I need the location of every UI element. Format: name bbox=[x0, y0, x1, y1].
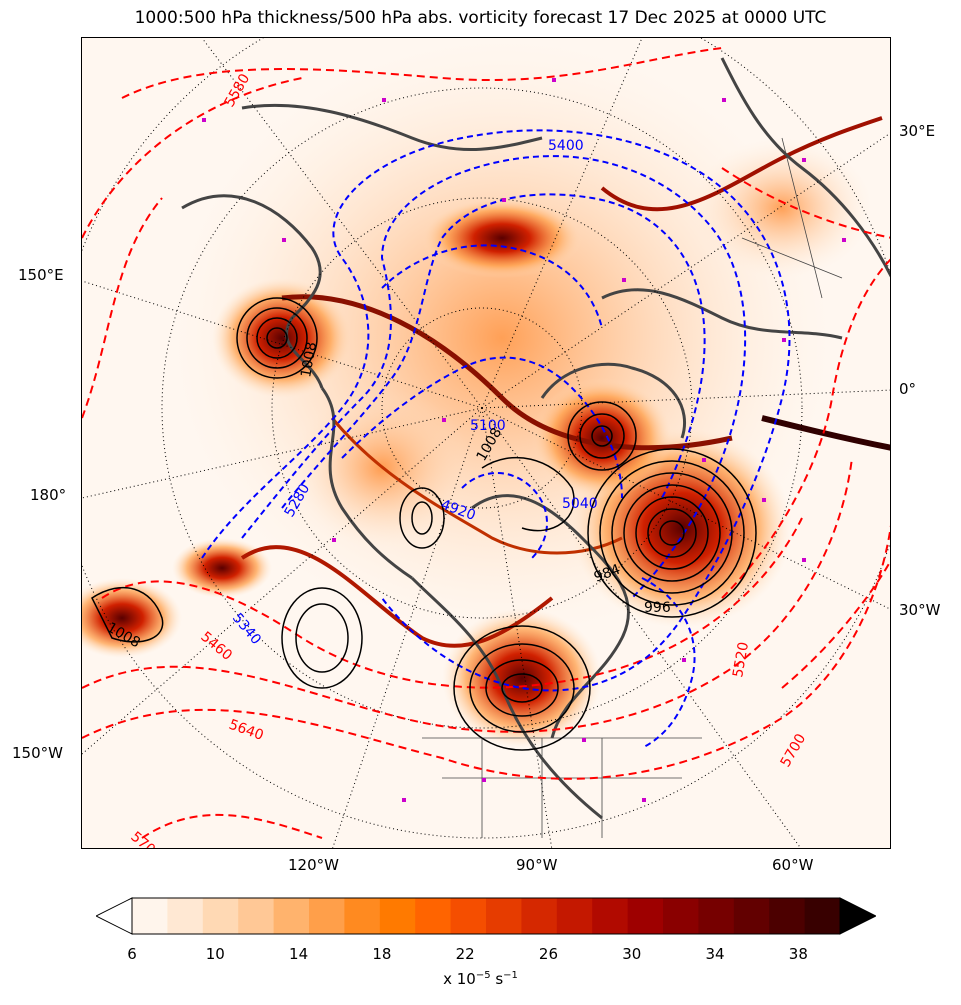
colorbar-cell bbox=[202, 898, 239, 934]
colorbar-cell bbox=[379, 898, 416, 934]
colorbar-cell bbox=[733, 898, 770, 934]
colorbar-cell bbox=[450, 898, 487, 934]
thickness-label: 5100 bbox=[470, 418, 506, 434]
colorbar-tick-label: 6 bbox=[127, 945, 137, 963]
colorbar-cell bbox=[627, 898, 664, 934]
map-canvas: 5400 5100 5280 5340 5040 4920 5460 5520 … bbox=[82, 38, 890, 848]
colorbar-cell bbox=[344, 898, 381, 934]
lon-label-120w: 120°W bbox=[288, 856, 339, 874]
lon-label-60w: 60°W bbox=[772, 856, 814, 874]
max-markers bbox=[202, 78, 846, 802]
colorbar-cell bbox=[132, 898, 168, 934]
colorbar-outline bbox=[131, 897, 841, 935]
lon-label-30e: 30°E bbox=[899, 122, 936, 140]
colorbar-cell bbox=[698, 898, 735, 934]
lon-label-90w: 90°W bbox=[516, 856, 558, 874]
lon-label-0: 0° bbox=[899, 380, 917, 398]
lon-label-30w: 30°W bbox=[899, 601, 941, 619]
colorbar-cell bbox=[804, 898, 841, 934]
colorbar-cell bbox=[769, 898, 806, 934]
colorbar-cells bbox=[132, 898, 841, 934]
colorbar-cell bbox=[556, 898, 593, 934]
colorbar-cell bbox=[273, 898, 310, 934]
mslp-label: 1008 bbox=[298, 341, 320, 379]
colorbar-units-label: x 10−5 s−1 bbox=[443, 970, 518, 988]
chart-title: 1000:500 hPa thickness/500 hPa abs. vort… bbox=[134, 8, 827, 28]
colorbar-cell bbox=[167, 898, 204, 934]
colorbar-tick-label: 30 bbox=[622, 945, 642, 963]
colorbar-tick-label: 22 bbox=[455, 945, 475, 963]
colorbar-tick-label: 38 bbox=[788, 945, 808, 963]
thickness-label: 5400 bbox=[548, 138, 584, 154]
lon-label-150e: 150°E bbox=[18, 266, 64, 284]
lon-label-180: 180° bbox=[30, 486, 67, 504]
colorbar-cell bbox=[663, 898, 699, 934]
colorbar-tick-label: 18 bbox=[372, 945, 392, 963]
colorbar-extend-max bbox=[839, 897, 876, 935]
colorbar-extend-min bbox=[96, 897, 133, 935]
colorbar-cell bbox=[521, 898, 558, 934]
mslp-label: 996 bbox=[644, 600, 671, 616]
mslp-contours bbox=[91, 297, 757, 751]
thickness-contours-cold bbox=[201, 129, 791, 749]
colorbar-tick-label: 34 bbox=[705, 945, 725, 963]
colorbar-cell bbox=[592, 898, 629, 934]
colorbar-cell bbox=[486, 898, 522, 934]
colorbar-cell bbox=[309, 898, 345, 934]
lon-label-150w: 150°W bbox=[12, 744, 63, 762]
colorbar-cell bbox=[238, 898, 275, 934]
colorbar-tick-label: 26 bbox=[538, 945, 559, 963]
colorbar-tick-label: 10 bbox=[205, 945, 225, 963]
thickness-contours-warm bbox=[82, 47, 890, 839]
thickness-label: 5040 bbox=[562, 496, 598, 512]
colorbar-cell bbox=[415, 898, 452, 934]
coastlines bbox=[181, 57, 890, 820]
colorbar bbox=[96, 897, 876, 935]
map-panel: 5400 5100 5280 5340 5040 4920 5460 5520 … bbox=[81, 37, 891, 849]
colorbar-tick-label: 14 bbox=[289, 945, 309, 963]
thickness-label: 5520 bbox=[730, 641, 752, 679]
